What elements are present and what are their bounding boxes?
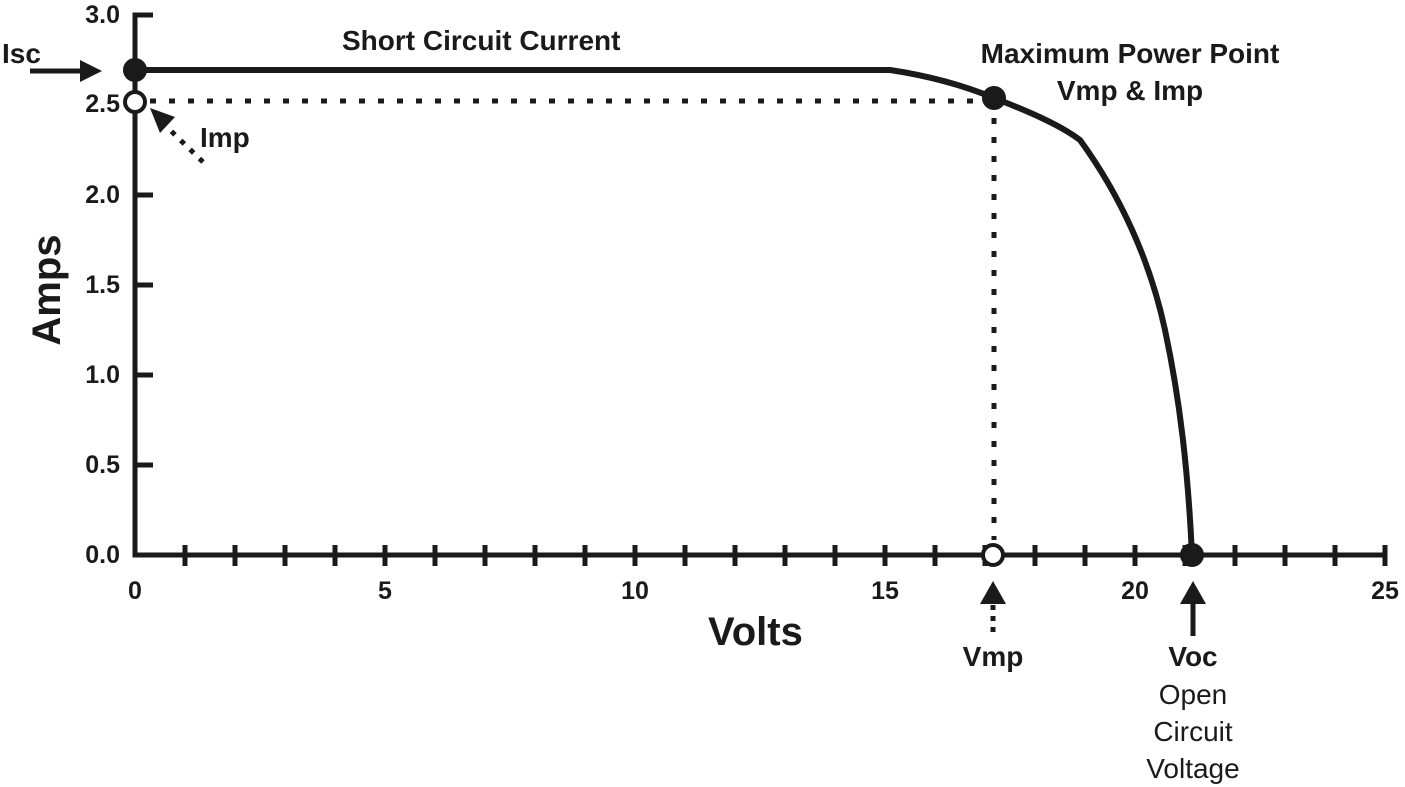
axes xyxy=(132,12,1388,566)
y-axis-title: Amps xyxy=(25,234,69,346)
x-tick-label: 15 xyxy=(871,577,899,605)
mpp-point-marker xyxy=(982,86,1006,110)
y-tick-label: 2.0 xyxy=(85,181,120,209)
x-tick-label: 20 xyxy=(1121,577,1149,605)
y-tick-label: 0.5 xyxy=(85,451,120,479)
voc-label: Voc xyxy=(1168,641,1218,672)
isc-label: Isc xyxy=(2,38,41,69)
imp-arrow-icon xyxy=(150,108,205,164)
mpp-subtitle-label: Vmp & Imp xyxy=(1056,75,1204,106)
vmp-arrow-icon xyxy=(980,581,1006,635)
y-tick-label: 0.0 xyxy=(85,541,120,569)
x-tick-label: 10 xyxy=(621,577,649,605)
x-tick-label: 25 xyxy=(1371,577,1399,605)
isc-point-marker xyxy=(123,58,147,82)
voc-desc-line2: Circuit xyxy=(1153,716,1233,747)
voc-arrow-icon xyxy=(1180,581,1206,636)
imp-point-marker xyxy=(123,90,147,114)
iv-curve xyxy=(135,67,1195,556)
vmp-label: Vmp xyxy=(962,641,1024,672)
y-tick-label: 2.5 xyxy=(85,90,120,118)
y-tick-label: 1.0 xyxy=(85,361,120,389)
y-tick-label: 1.5 xyxy=(85,271,120,299)
x-axis-title: Volts xyxy=(708,610,803,654)
x-tick-label: 0 xyxy=(128,577,142,605)
x-minor-ticks xyxy=(182,545,1388,566)
short-circuit-current-label: Short Circuit Current xyxy=(342,25,621,56)
mpp-title-label: Maximum Power Point xyxy=(980,38,1280,69)
isc-arrow-icon xyxy=(30,60,102,82)
voc-desc-line1: Open xyxy=(1158,679,1228,710)
voc-point-marker xyxy=(1180,543,1204,567)
y-tick-label: 3.0 xyxy=(85,1,120,29)
x-tick-label: 5 xyxy=(378,577,392,605)
imp-label: Imp xyxy=(200,122,250,153)
mpp-guides xyxy=(150,98,997,540)
voc-desc-line3: Voltage xyxy=(1146,753,1240,784)
vmp-point-marker xyxy=(981,543,1005,567)
